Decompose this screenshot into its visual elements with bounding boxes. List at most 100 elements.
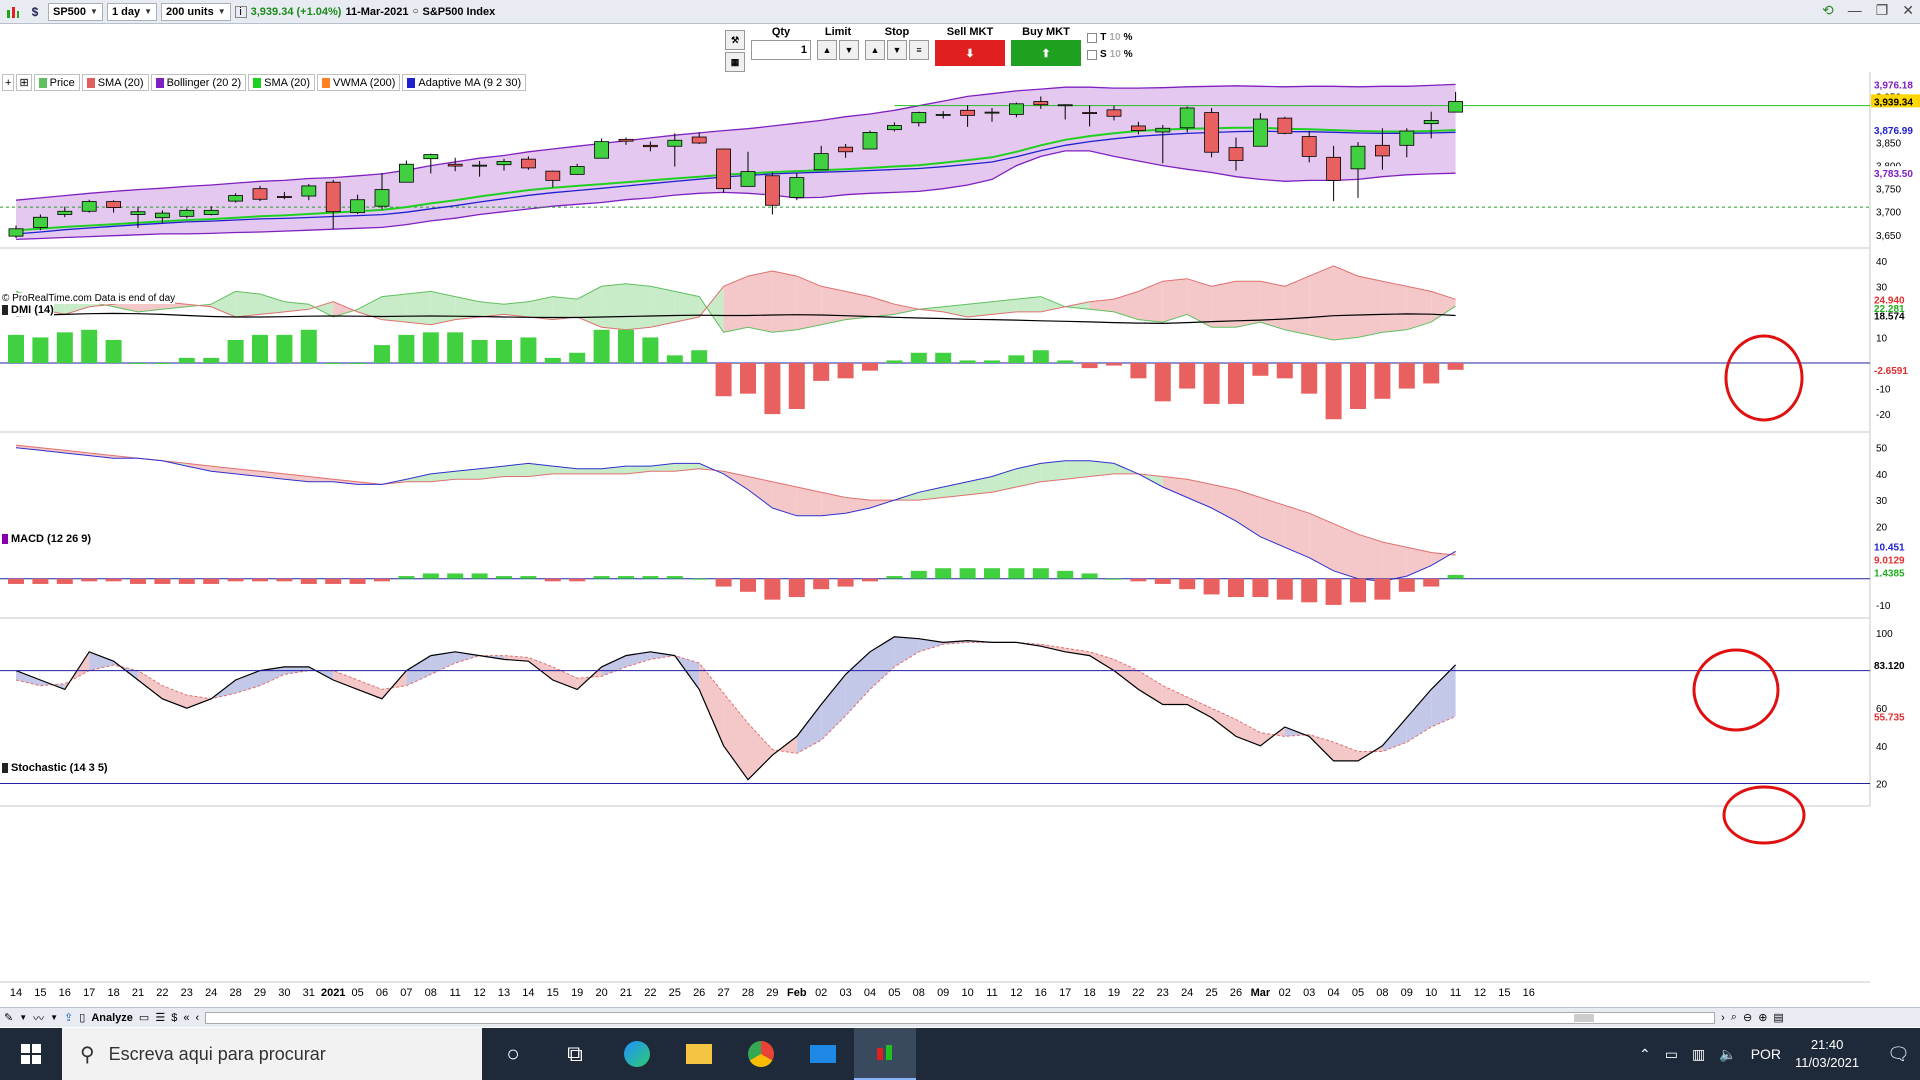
stoch-fill [235,670,260,694]
chevron-up-icon[interactable]: ⌃ [1639,1045,1651,1062]
edge-icon[interactable] [606,1028,668,1080]
date-tick-label: 21 [132,987,144,999]
chevron-down-icon[interactable]: ▼ [50,1013,59,1022]
candle [1350,145,1366,170]
window-controls: ⟲ — ❐ ✕ [1822,2,1914,19]
macd-histogram-bar [349,578,366,584]
s-checkbox[interactable] [1087,49,1097,60]
s-pct-input[interactable]: 10 [1109,49,1121,60]
dmi-histogram-bar [691,350,708,363]
dmi-histogram-bar [886,360,903,363]
chart-area[interactable]: 3,6503,7003,7503,8003,8503,9503,976.183,… [0,72,1920,1006]
candle [1423,120,1439,125]
indicator-settings-button[interactable]: ⊞ [16,74,32,91]
indicator-chip[interactable]: Adaptive MA (9 2 30) [402,74,527,91]
battery-icon[interactable]: ▭ [1664,1045,1679,1062]
buy-market-button[interactable]: ⬆ [1011,40,1081,66]
taskbar-search[interactable]: ⚲ Escreva aqui para procurar [62,1028,482,1080]
stop-buy-button[interactable]: ▲ [865,40,885,60]
file-explorer-icon[interactable] [668,1028,730,1080]
wrench-icon[interactable]: ⚒ [725,30,745,50]
dmi-fill [796,276,822,330]
volume-icon[interactable]: 🔈 [1719,1045,1737,1062]
minimize-icon[interactable]: — [1847,2,1862,18]
restore-icon[interactable]: ❐ [1875,2,1889,18]
limit-buy-button[interactable]: ▲ [817,40,837,60]
alert-icon[interactable]: $ [171,1011,178,1024]
prorealtime-icon[interactable] [854,1028,916,1080]
stop-trail-button[interactable]: ≡ [909,40,929,60]
language-indicator[interactable]: POR [1750,1046,1782,1062]
t-pct-input[interactable]: 10 [1109,32,1121,43]
notification-icon[interactable]: 🗨 [1887,1043,1910,1064]
chevron-down-icon[interactable]: ▼ [19,1013,28,1022]
network-icon[interactable]: ▥ [1692,1045,1706,1062]
calculator-icon[interactable]: ▦ [725,52,745,72]
candle [887,125,902,131]
search-icon: ⚲ [80,1043,95,1066]
mail-icon[interactable] [792,1028,854,1080]
dmi-fill [1358,276,1383,338]
draw-tool-icon[interactable]: ✎ [4,1012,14,1024]
candle [862,132,878,150]
analyze-button[interactable]: Analyze [91,1011,133,1024]
chrome-icon[interactable] [730,1028,792,1080]
macd-label: MACD (12 26 9) [11,533,92,545]
scroll-left-icon[interactable]: ‹ [195,1011,200,1024]
macd-histogram-bar [447,573,464,579]
timeframe-value: 1 day [111,5,141,18]
book-icon[interactable]: ▯ [79,1012,86,1024]
quote-date: 11-Mar-2021 [345,5,409,18]
macd-fill [626,466,651,474]
close-icon[interactable]: ✕ [1902,2,1914,18]
scroll-right-icon[interactable]: › [1721,1011,1725,1024]
task-view-icon[interactable]: ⧉ [567,1041,583,1066]
info-icon[interactable]: i [234,5,247,18]
macd-fill [1040,460,1066,482]
chart-type-icon[interactable] [4,3,22,21]
ruler-icon[interactable]: ▤ [1773,1012,1784,1024]
zoom-out-icon[interactable]: ⊖ [1742,1012,1753,1024]
indicator-chip[interactable]: Bollinger (20 2) [150,74,247,91]
list-icon[interactable]: ☰ [155,1012,166,1024]
windows-start-icon[interactable] [0,1028,62,1080]
bollinger-band-fill [16,84,1456,240]
t-checkbox[interactable] [1087,32,1098,43]
rewind-icon[interactable]: « [183,1011,190,1024]
cortana-icon[interactable]: ○ [506,1041,520,1066]
units-dropdown[interactable]: 200 units ▼ [161,2,231,21]
macd-fill [577,468,602,474]
share-icon[interactable]: ⇪ [64,1012,74,1024]
candle [228,195,244,202]
stoch-fill [162,685,187,709]
dollar-icon[interactable]: $ [31,4,39,19]
dmi-histogram-bar [1203,363,1220,404]
macd-histogram-bar [56,578,73,584]
zoom-fit-icon[interactable]: ⌕ [1730,1011,1737,1023]
qty-input[interactable]: 1 [751,40,811,60]
macd-histogram-bar [1228,578,1244,598]
candle [667,139,683,147]
indicator-chip[interactable]: SMA (20) [248,74,316,91]
candle [398,163,414,183]
indicator-chip[interactable]: SMA (20) [81,74,149,91]
add-indicator-button[interactable]: + [2,74,15,91]
macd-fill [308,476,334,482]
minus-di-line [15,265,1456,331]
indicator-chip[interactable]: VWMA (200) [317,74,401,91]
timeframe-dropdown[interactable]: 1 day ▼ [106,2,158,21]
symbol-dropdown[interactable]: SP500 ▼ [48,2,103,21]
stop-sell-button[interactable]: ▼ [887,40,907,60]
refresh-icon[interactable]: ⟲ [1821,2,1834,18]
dmi-histogram-bar [1130,363,1147,379]
clock[interactable]: 21:40 11/03/2021 [1795,1036,1859,1072]
horizontal-scrollbar[interactable] [205,1011,1716,1024]
comment-icon[interactable]: ▭ [138,1012,150,1024]
dmi-fill [1187,278,1212,328]
indicator-tool-icon[interactable]: 〰 [33,1012,45,1025]
zoom-in-icon[interactable]: ⊕ [1758,1012,1768,1024]
limit-sell-button[interactable]: ▼ [839,40,859,60]
sell-market-button[interactable]: ⬇ [935,40,1005,66]
macd-histogram-bar [544,578,561,582]
indicator-chip[interactable]: Price [33,74,80,91]
